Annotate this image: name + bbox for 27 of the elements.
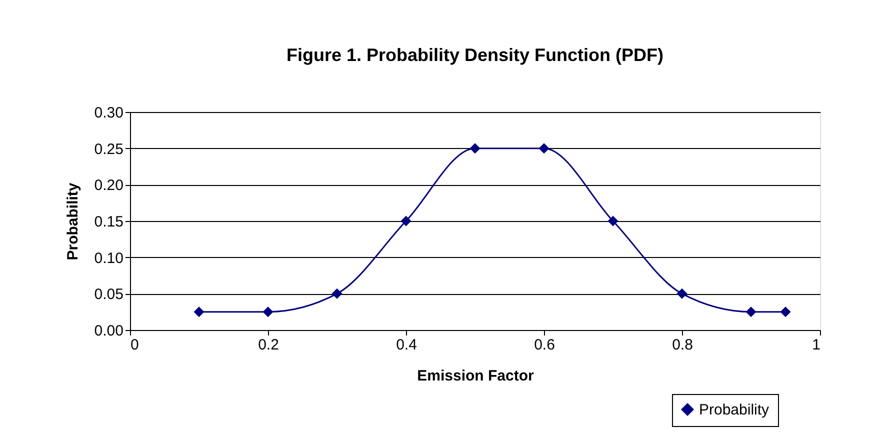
y-axis-title: Probability xyxy=(64,182,82,260)
point xyxy=(332,288,342,299)
y-tick-label: 0.30 xyxy=(94,104,124,122)
point xyxy=(194,306,204,318)
y-tick-label: 0.00 xyxy=(94,322,124,340)
point xyxy=(400,216,412,226)
x-tick-label: 0.4 xyxy=(396,336,417,354)
y-tick-label: 0.15 xyxy=(94,214,124,230)
x-tick-label: 0.6 xyxy=(534,336,555,354)
point xyxy=(538,143,550,154)
x-tick-label: 0.8 xyxy=(672,336,693,354)
x-tick-label: 0.2 xyxy=(258,336,279,354)
point xyxy=(746,306,756,318)
chart-title: Figure 1. Probability Density Function (PDF) xyxy=(286,45,664,65)
y-tick-label: 0.10 xyxy=(94,250,124,267)
x-tick-label: 1 xyxy=(812,336,820,354)
y-tick-label: 0.05 xyxy=(94,286,124,304)
point xyxy=(780,306,791,318)
point xyxy=(470,143,480,154)
point xyxy=(608,216,618,226)
y-tick-label: 0.20 xyxy=(94,177,124,194)
y-tick-label: 0.25 xyxy=(94,140,124,158)
point xyxy=(676,288,688,299)
point xyxy=(262,306,274,318)
x-axis-title: Emission Factor xyxy=(417,368,534,384)
x-tick-label: 0 xyxy=(130,336,139,354)
legend-label: Probability xyxy=(699,402,770,418)
